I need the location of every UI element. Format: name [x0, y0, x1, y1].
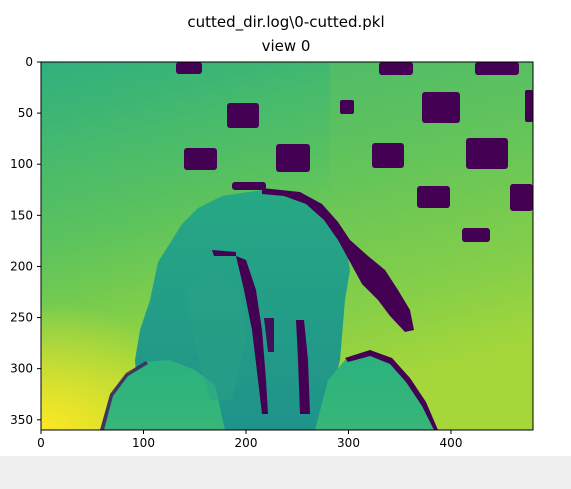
y-tick-label: 50 — [18, 106, 33, 120]
x-tick-label: 300 — [337, 436, 360, 450]
y-tick-label: 150 — [10, 208, 33, 222]
chart-title: cutted_dir.log\0-cutted.pkl — [187, 13, 384, 32]
y-tick-label: 200 — [10, 259, 33, 273]
depth-heatmap-image — [41, 62, 533, 430]
y-tick-label: 250 — [10, 311, 33, 325]
x-tick-label: 200 — [235, 436, 258, 450]
x-axis: 0 100 200 300 400 — [37, 430, 462, 450]
window-status-strip — [0, 456, 571, 489]
y-axis: 0 50 100 150 200 250 300 350 — [10, 55, 41, 427]
chart-subtitle: view 0 — [262, 37, 311, 55]
plot-frame — [40, 61, 534, 431]
y-tick-label: 100 — [10, 157, 33, 171]
y-tick-label: 0 — [25, 55, 33, 69]
x-tick-label: 100 — [132, 436, 155, 450]
x-tick-label: 400 — [440, 436, 463, 450]
invalid-depth-regions — [176, 62, 533, 242]
y-tick-label: 300 — [10, 362, 33, 376]
y-tick-label: 350 — [10, 413, 33, 427]
x-tick-label: 0 — [37, 436, 45, 450]
